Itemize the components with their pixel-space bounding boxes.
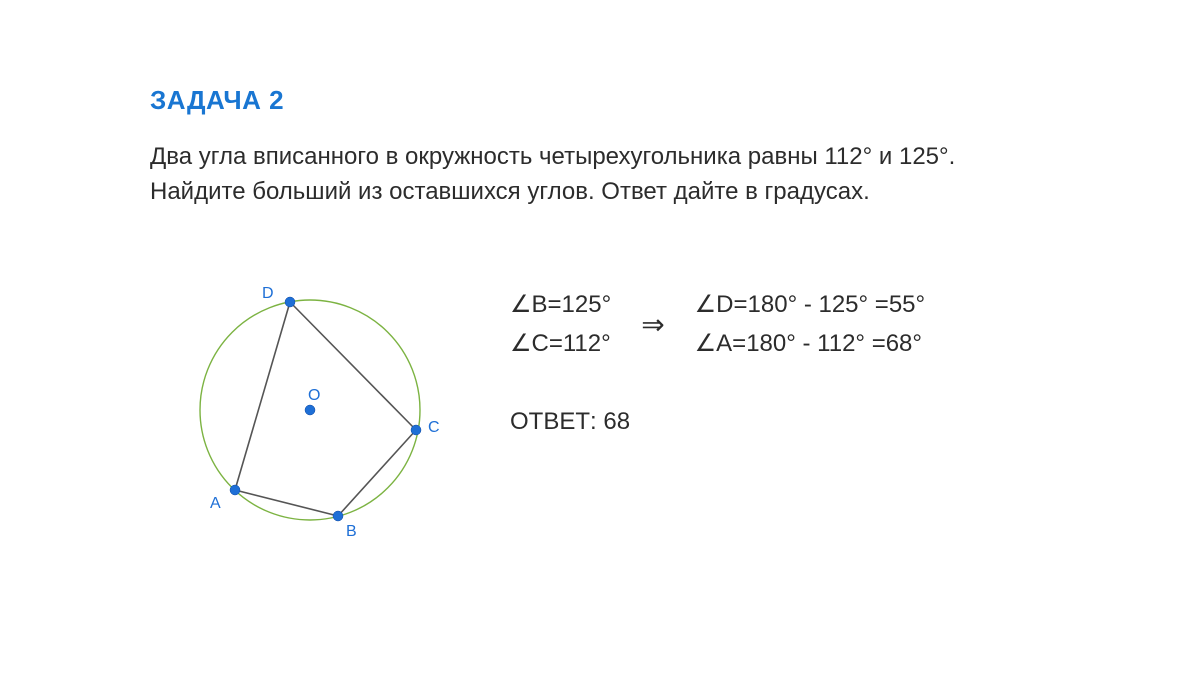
center-point — [305, 405, 315, 415]
task-title: ЗАДАЧА 2 — [150, 85, 284, 116]
geometry-figure: D C B A O — [150, 250, 470, 550]
problem-statement: Два угла вписанного в окружность четырех… — [150, 140, 1050, 210]
equations-row: ∠B=125° ∠C=112° ⇒ ∠D=180° - 125° =55° ∠A… — [510, 290, 1110, 358]
eq-angle-C: ∠C=112° — [510, 329, 611, 358]
figure-svg: D C B A O — [150, 250, 470, 550]
vertex-A — [230, 485, 240, 495]
implies-symbol: ⇒ — [641, 308, 664, 341]
eq-angle-B: ∠B=125° — [510, 290, 611, 319]
eq-angle-A: ∠A=180° - 112° =68° — [695, 329, 925, 358]
vertex-labels: D C B A O — [210, 285, 440, 540]
vertex-label-D: D — [262, 285, 274, 302]
given-angles: ∠B=125° ∠C=112° — [510, 290, 611, 358]
vertex-label-C: C — [428, 419, 440, 436]
eq-angle-D: ∠D=180° - 125° =55° — [695, 290, 925, 319]
answer-line: ОТВЕТ: 68 — [510, 408, 1110, 436]
vertex-label-A: A — [210, 495, 221, 512]
center-label: O — [308, 387, 320, 404]
slide: ЗАДАЧА 2 Два угла вписанного в окружност… — [0, 0, 1200, 675]
vertex-D — [285, 297, 295, 307]
derived-angles: ∠D=180° - 125° =55° ∠A=180° - 112° =68° — [695, 290, 925, 358]
vertex-B — [333, 511, 343, 521]
solution-work: ∠B=125° ∠C=112° ⇒ ∠D=180° - 125° =55° ∠A… — [510, 290, 1110, 436]
vertex-label-B: B — [346, 523, 357, 540]
vertex-C — [411, 425, 421, 435]
problem-line-2: Найдите больший из оставшихся углов. Отв… — [150, 178, 870, 205]
problem-line-1: Два угла вписанного в окружность четырех… — [150, 143, 955, 170]
